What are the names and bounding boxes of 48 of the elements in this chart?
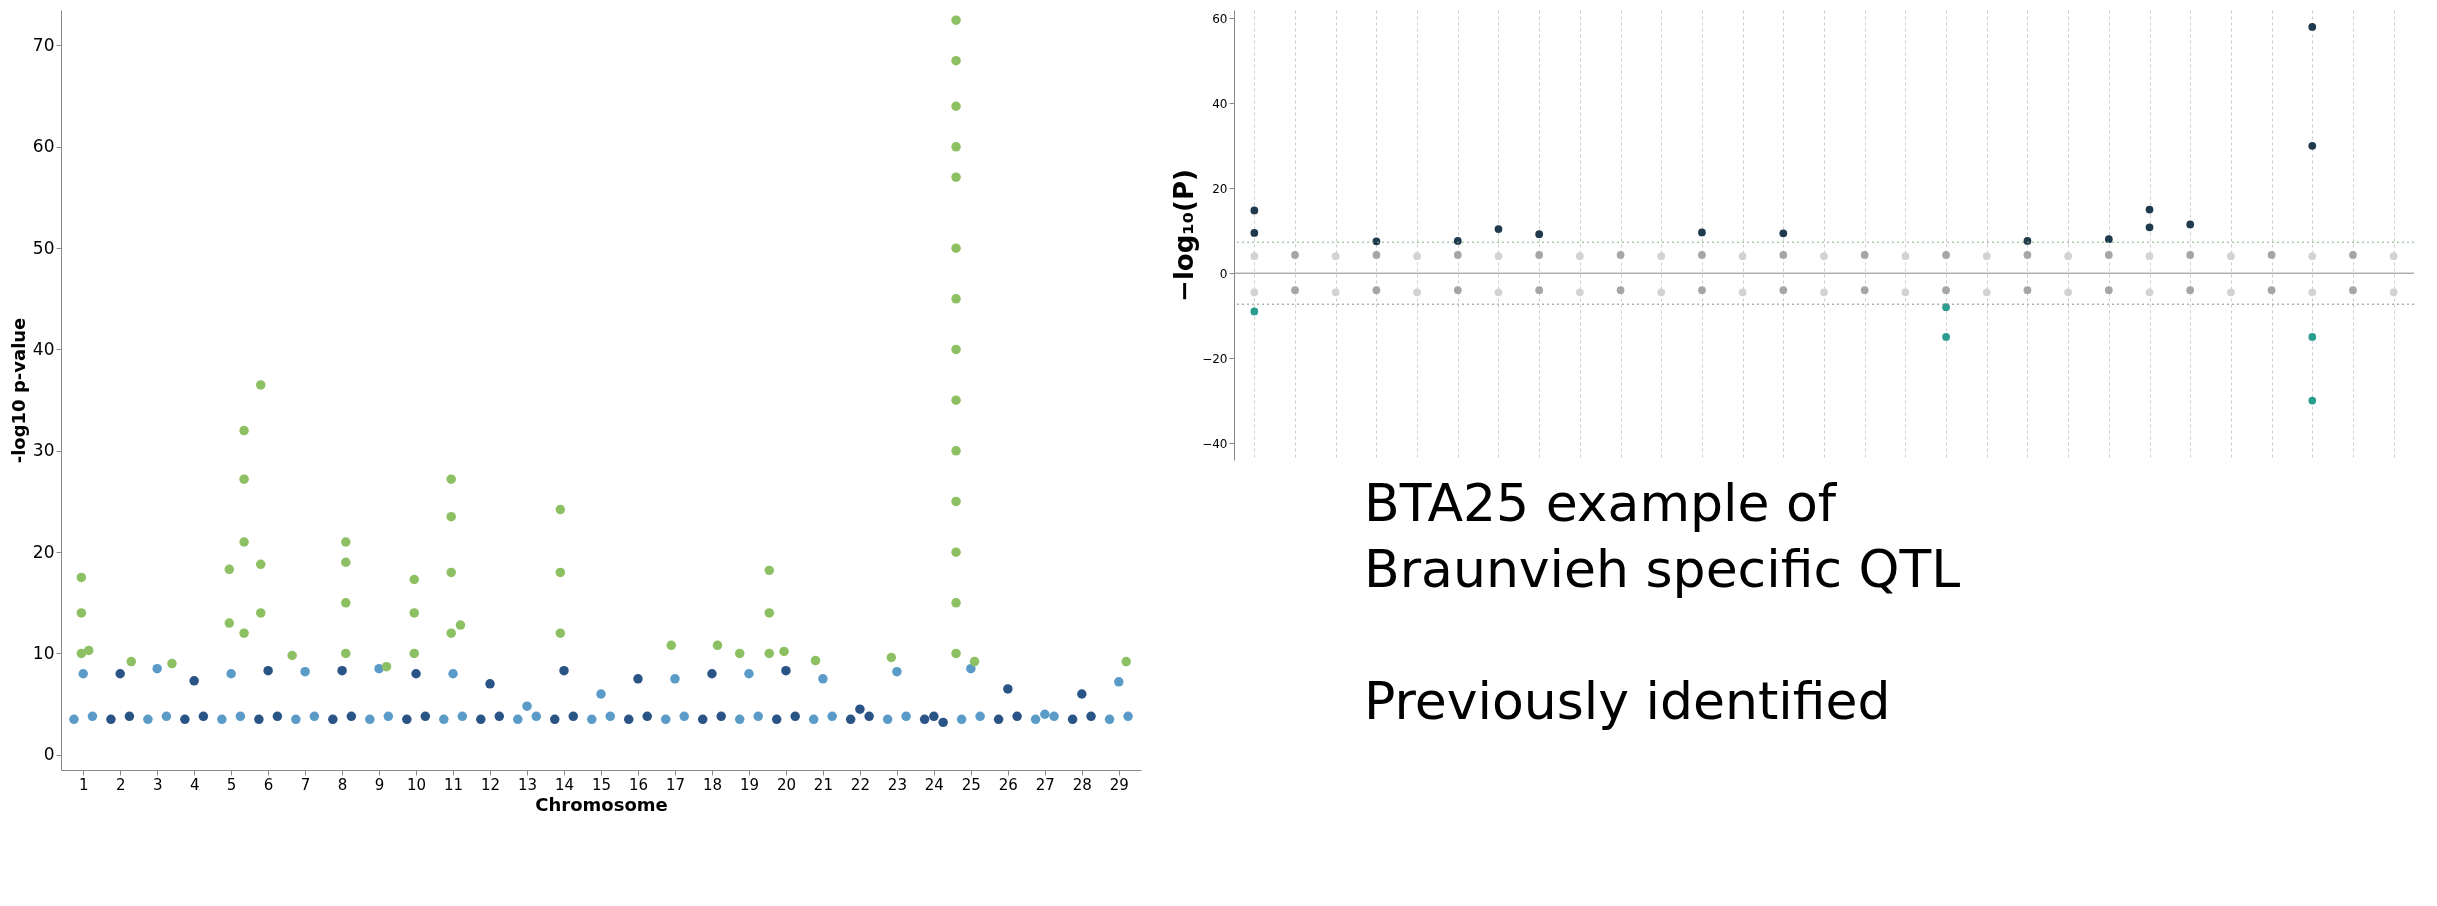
- y-tick-label: 0: [1219, 266, 1228, 281]
- x-tick-label: 11: [444, 775, 464, 794]
- y-tick-label: −40: [1202, 436, 1228, 451]
- x-tick-label: 3: [152, 775, 163, 794]
- x-tick-label: 29: [1109, 775, 1129, 794]
- y-tick-label: 30: [32, 440, 55, 461]
- x-tick-label: 19: [739, 775, 759, 794]
- text: BTA25 example of Braunvieh specific QTL: [1364, 473, 1961, 599]
- x-tick-label: 6: [263, 775, 274, 794]
- y-tick-label: 40: [1212, 96, 1228, 111]
- x-tick-label: 24: [924, 775, 944, 794]
- y-tick-label: 20: [1212, 181, 1228, 196]
- y-tick-label: 20: [32, 541, 55, 562]
- x-tick-label: 28: [1072, 775, 1092, 794]
- y-tick-label: 50: [32, 237, 55, 258]
- x-tick-label: 21: [813, 775, 833, 794]
- x-tick-label: 10: [407, 775, 427, 794]
- y-tick-label: 0: [43, 744, 55, 765]
- x-tick-label: 9: [374, 775, 385, 794]
- y-tick-label: 60: [1212, 11, 1228, 26]
- x-tick-label: 22: [850, 775, 870, 794]
- y-tick-label: 60: [32, 136, 55, 157]
- x-tick-label: 23: [887, 775, 907, 794]
- text: Previously identified: [1364, 671, 1891, 731]
- y-tick-label: 10: [32, 642, 55, 663]
- x-tick-label: 15: [591, 775, 612, 794]
- x-tick-label: 14: [554, 775, 575, 794]
- x-tick-label: 5: [226, 775, 237, 794]
- x-tick-label: 7: [300, 775, 311, 794]
- y-tick-label: 70: [32, 34, 55, 55]
- x-tick-label: 16: [628, 775, 649, 794]
- x-tick-label: 25: [961, 775, 981, 794]
- y-tick-label: 40: [32, 338, 55, 359]
- y-axis-title: −log₁₀(P): [1169, 169, 1200, 302]
- x-tick-label: 17: [665, 775, 686, 794]
- y-tick-label: −20: [1202, 351, 1228, 366]
- x-tick-label: 1: [78, 775, 89, 794]
- x-tick-label: 2: [115, 775, 126, 794]
- x-tick-label: 4: [189, 775, 200, 794]
- y-axis-title: -log10 p-value: [7, 317, 29, 464]
- x-tick-label: 20: [776, 775, 796, 794]
- x-tick-label: 27: [1035, 775, 1055, 794]
- x-axis-title: Chromosome: [535, 793, 668, 815]
- x-tick-label: 26: [998, 775, 1018, 794]
- x-tick-label: 13: [517, 775, 538, 794]
- x-tick-label: 8: [337, 775, 348, 794]
- x-tick-label: 12: [480, 775, 501, 794]
- x-tick-label: 18: [702, 775, 723, 794]
